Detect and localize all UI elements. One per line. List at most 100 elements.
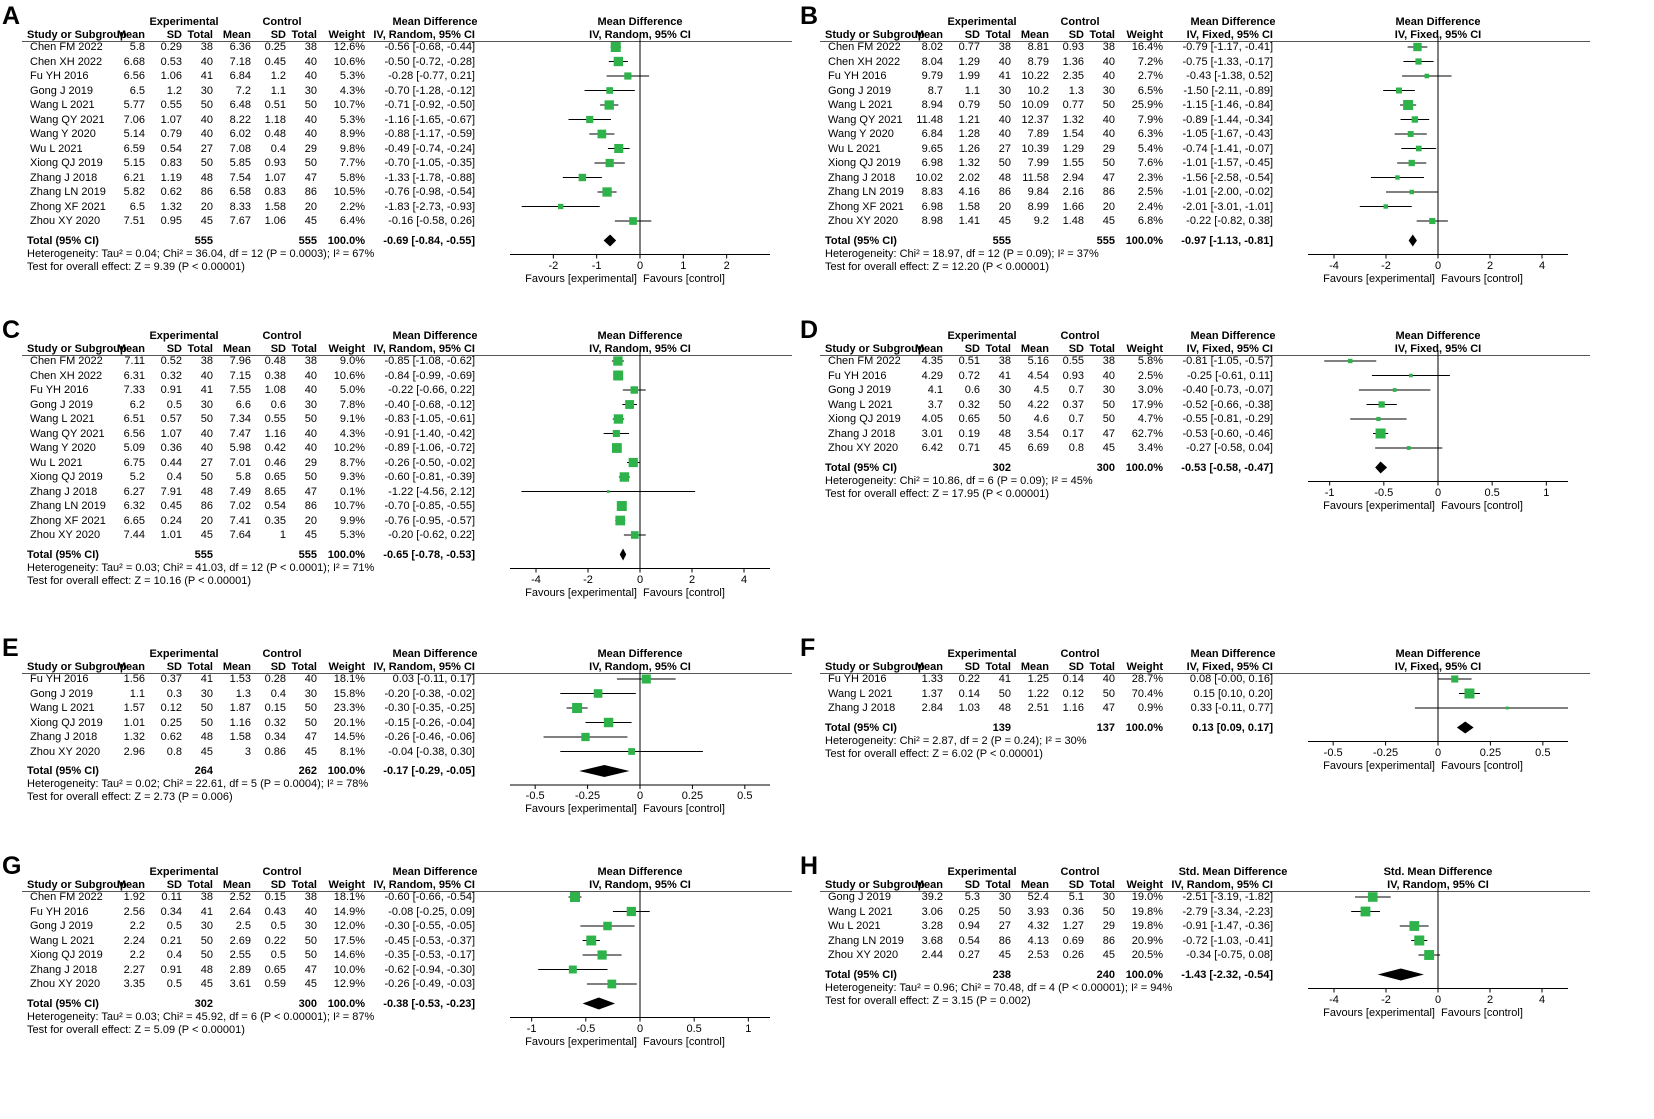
header-experimental: Experimental [149,648,219,660]
ci-value: -0.45 [-0.53, -0.37] [384,934,476,947]
exp-mean: 2.24 [123,934,145,947]
study-name: Zhang J 2018 [30,171,98,184]
exp-sd: 0.5 [166,920,182,932]
exp-sd: 0.72 [958,369,980,382]
weight-value: 5.8% [1137,355,1163,367]
header-ctl-sd: SD [270,343,286,355]
exp-total: 50 [200,471,213,483]
x-tick-label: 0.5 [1535,746,1551,759]
ci-value: -0.60 [-0.81, -0.39] [384,471,476,483]
weight-value: 2.5% [1137,369,1163,382]
ctl-sd: 0.6 [270,398,286,411]
ctl-mean: 2.89 [229,963,251,976]
exp-mean: 9.79 [921,70,943,82]
ctl-total: 50 [304,702,317,714]
weight-value: 9.3% [339,471,365,483]
ctl-mean: 4.32 [1027,920,1049,932]
weight-value: 2.2% [339,200,365,213]
exp-mean: 6.51 [123,413,145,425]
ctl-total: 40 [1102,113,1115,126]
weight-value: 5.4% [1137,142,1163,155]
header-separator [820,673,1590,674]
x-tick-label: -0.5 [1374,486,1394,499]
header-exp-sd: SD [964,29,980,41]
x-tick-label: -4 [531,573,541,586]
header-separator [22,891,792,892]
exp-total: 41 [998,369,1011,382]
ctl-total: 47 [304,485,317,498]
header-exp-total: Total [187,343,213,355]
exp-total: 41 [998,70,1011,82]
exp-sd: 0.25 [958,905,980,918]
effect-square [614,143,624,154]
exp-total: 40 [200,55,213,68]
favours-experimental-label: Favours [experimental] [525,586,637,599]
weight-value: 0.9% [1137,702,1163,714]
ctl-sd: 0.26 [1062,949,1084,961]
ctl-total: 20 [304,514,317,527]
header-method: IV, Random, 95% CI [1171,879,1273,891]
total-label: Total (95% CI) [27,234,99,247]
study-name: Wang L 2021 [30,934,95,947]
exp-sd: 0.94 [958,920,980,932]
pooled-diamond [1377,968,1424,981]
x-tick-label: 2 [1486,259,1494,272]
total-ctl-n: 137 [1096,721,1115,734]
ctl-mean: 8.33 [229,200,251,213]
weight-value: 5.3% [339,113,365,126]
study-name: Zhong XF 2021 [30,200,106,213]
header-mean-difference: Std. Mean Difference [1178,866,1288,878]
exp-sd: 0.83 [160,157,182,169]
x-tick-label: -2 [1381,993,1391,1006]
ctl-sd: 1.1 [270,84,286,97]
weight-value: 14.9% [333,905,365,918]
favours-control-label: Favours [control] [643,586,725,599]
exp-mean: 5.2 [129,471,145,483]
effect-square [619,472,630,482]
study-name: Wang L 2021 [828,905,893,918]
ctl-sd: 1.07 [264,171,286,184]
ctl-sd: 0.43 [264,905,286,918]
exp-mean: 7.06 [123,113,145,126]
ci-value: -0.26 [-0.50, -0.02] [384,456,476,469]
exp-sd: 0.52 [160,355,182,367]
study-name: Zhou XY 2020 [828,949,899,961]
x-tick-label: -4 [1329,993,1339,1006]
ci-value: -0.25 [-0.61, 0.11] [1186,369,1273,382]
effect-square [1407,131,1414,137]
study-name: Zhou XY 2020 [30,529,101,541]
exp-total: 40 [998,128,1011,140]
ctl-mean: 5.98 [229,442,251,454]
effect-square [568,965,577,974]
total-label: Total (95% CI) [27,997,99,1010]
ctl-mean: 7.99 [1027,157,1049,169]
ci-value: -0.16 [-0.58, 0.26] [388,215,475,227]
ci-value: -0.50 [-0.72, -0.28] [384,55,476,68]
exp-sd: 0.6 [964,384,980,396]
total-ci: -0.17 [-0.29, -0.05] [383,765,475,777]
exp-mean: 8.83 [921,186,943,198]
exp-sd: 0.57 [160,413,182,425]
ctl-total: 50 [304,471,317,483]
header-separator [820,41,1590,42]
ctl-total: 29 [304,142,317,155]
header-ctl-sd: SD [1068,661,1084,673]
study-name: Zhang LN 2019 [30,186,106,198]
ctl-sd: 0.46 [264,456,286,469]
exp-total: 50 [200,716,213,729]
total-weight: 100.0% [327,234,365,247]
header-exp-total: Total [985,661,1011,673]
ci-value: -1.56 [-2.58, -0.54] [1182,171,1274,184]
study-name: Zhou XY 2020 [30,215,101,227]
overall-effect-text: Test for overall effect: Z = 17.95 (P < … [825,487,1050,500]
ctl-mean: 3 [244,745,251,758]
ctl-mean: 6.36 [229,41,251,53]
overall-effect-text: Test for overall effect: Z = 5.09 (P < 0… [27,1023,245,1036]
ci-value: 0.03 [-0.11, 0.17] [392,673,475,685]
exp-mean: 1.01 [123,716,145,729]
exp-total: 45 [200,215,213,227]
ctl-mean: 7.49 [229,485,251,498]
ctl-total: 38 [304,355,317,367]
ctl-total: 30 [1102,891,1115,903]
exp-total: 86 [998,934,1011,947]
